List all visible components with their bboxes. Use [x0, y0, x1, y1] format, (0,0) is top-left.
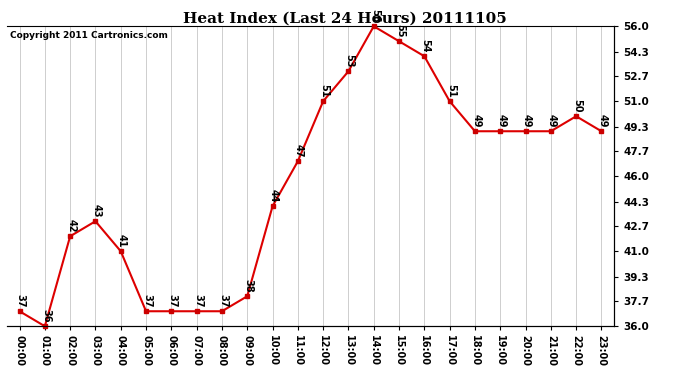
Text: 51: 51 [319, 84, 329, 98]
Text: 49: 49 [547, 114, 557, 128]
Text: 37: 37 [16, 294, 26, 307]
Text: 42: 42 [66, 219, 77, 232]
Text: Copyright 2011 Cartronics.com: Copyright 2011 Cartronics.com [10, 31, 168, 40]
Text: 43: 43 [92, 204, 101, 218]
Text: 37: 37 [218, 294, 228, 307]
Text: 49: 49 [522, 114, 532, 128]
Text: 37: 37 [142, 294, 152, 307]
Text: 47: 47 [294, 144, 304, 158]
Text: Heat Index (Last 24 Hours) 20111105: Heat Index (Last 24 Hours) 20111105 [183, 11, 507, 25]
Text: 37: 37 [193, 294, 203, 307]
Text: 49: 49 [471, 114, 481, 128]
Text: 49: 49 [497, 114, 506, 128]
Text: 56: 56 [370, 9, 380, 22]
Text: 51: 51 [446, 84, 456, 98]
Text: 38: 38 [244, 279, 253, 292]
Text: 44: 44 [269, 189, 279, 202]
Text: 55: 55 [395, 24, 405, 38]
Text: 41: 41 [117, 234, 127, 248]
Text: 53: 53 [345, 54, 355, 68]
Text: 50: 50 [573, 99, 582, 112]
Text: 54: 54 [421, 39, 431, 53]
Text: 37: 37 [168, 294, 177, 307]
Text: 49: 49 [598, 114, 608, 128]
Text: 36: 36 [41, 309, 51, 322]
